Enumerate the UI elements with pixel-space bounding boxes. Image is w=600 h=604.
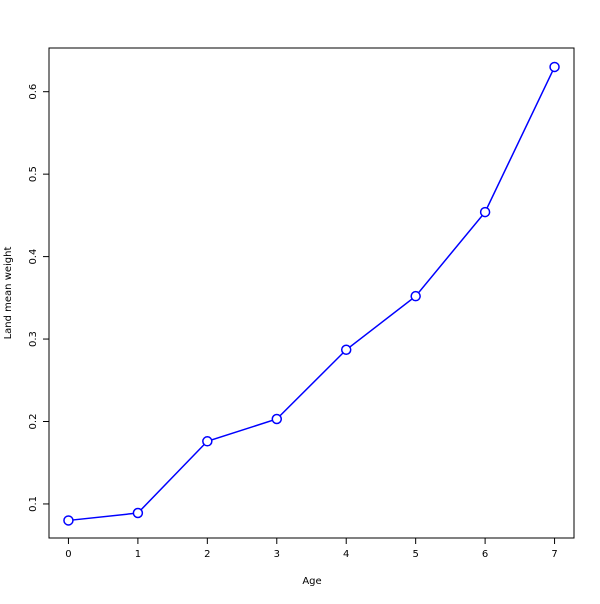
y-tick-label: 0.3	[28, 331, 39, 347]
data-point	[132, 507, 144, 519]
y-tick-label: 0.6	[28, 84, 39, 100]
x-tick-label: 2	[204, 549, 210, 560]
data-point	[63, 515, 74, 526]
x-tick-label: 7	[551, 549, 557, 560]
series-line	[68, 66, 556, 522]
x-tick-label: 6	[482, 549, 488, 560]
data-point	[340, 344, 352, 356]
x-axis-label: Age	[302, 576, 321, 587]
data-point	[202, 436, 213, 447]
data-point	[410, 290, 421, 302]
plot-frame	[48, 47, 575, 539]
data-point	[271, 413, 283, 425]
y-axis: 0.1 0.2 0.3 0.4 0.5 0.6	[28, 84, 49, 512]
data-point	[549, 61, 560, 73]
x-tick-label: 5	[412, 549, 418, 560]
y-tick-label: 0.1	[28, 496, 39, 512]
x-tick-label: 1	[135, 549, 141, 560]
y-tick-label: 0.2	[28, 414, 39, 430]
series-group	[63, 61, 560, 526]
y-tick-label: 0.4	[28, 249, 39, 265]
x-axis: 0 1 2 3 4 5 6 7	[65, 538, 558, 560]
x-tick-label: 4	[343, 549, 349, 560]
y-axis-label: Land mean weight	[3, 247, 14, 340]
x-tick-label: 0	[65, 549, 71, 560]
x-tick-label: 3	[274, 549, 280, 560]
data-point	[479, 206, 491, 218]
y-tick-label: 0.5	[28, 166, 39, 182]
